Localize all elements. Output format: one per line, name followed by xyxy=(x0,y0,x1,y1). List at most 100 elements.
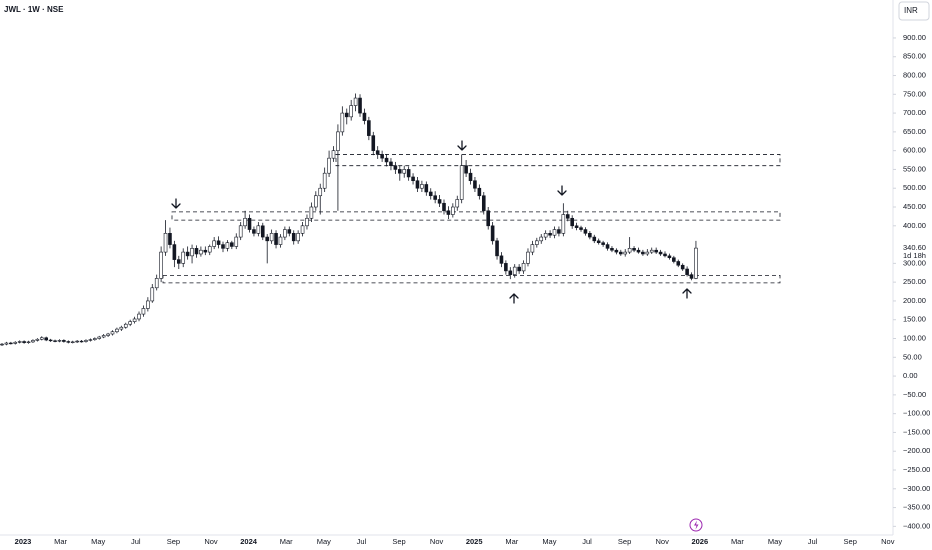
arrows xyxy=(171,140,692,304)
candle-body xyxy=(66,341,71,343)
candle-body xyxy=(596,240,601,244)
candle-body xyxy=(672,257,676,262)
candle-body xyxy=(512,266,517,275)
candle-body xyxy=(247,217,252,230)
candle-body xyxy=(31,340,35,343)
x-tick-label: May xyxy=(91,537,105,546)
candle-body xyxy=(44,337,49,341)
y-tick-label: −400.00 xyxy=(903,521,930,530)
alert-icon[interactable] xyxy=(689,518,703,532)
candle-body xyxy=(367,120,371,136)
candle-body xyxy=(93,338,97,340)
candle-body xyxy=(406,169,411,178)
candle-body xyxy=(680,264,685,270)
x-tick-label: Mar xyxy=(280,537,293,546)
x-tick-label: May xyxy=(317,537,331,546)
y-tick-label: 800.00 xyxy=(903,71,926,80)
candle-body xyxy=(39,337,44,340)
candle-body xyxy=(375,150,380,155)
candle-body xyxy=(667,255,672,259)
candle-body xyxy=(415,180,420,189)
candle-body xyxy=(504,263,508,272)
candle-body xyxy=(561,214,566,234)
x-tick-label: May xyxy=(542,537,556,546)
y-tick-label: −350.00 xyxy=(903,503,930,512)
candle-body xyxy=(48,339,53,342)
candle-body xyxy=(384,157,389,163)
x-tick-label: Sep xyxy=(844,537,857,546)
candle-body xyxy=(123,323,128,328)
candle-body xyxy=(234,236,239,247)
candle-body xyxy=(278,236,283,245)
zone xyxy=(171,211,781,221)
candle-body xyxy=(194,248,199,255)
candle-body xyxy=(579,227,583,230)
candle-body xyxy=(287,229,292,234)
currency-box[interactable] xyxy=(898,1,930,21)
candle-body xyxy=(402,169,407,174)
candle-body xyxy=(207,246,212,253)
candle-body xyxy=(389,161,393,166)
candle-body xyxy=(4,342,9,345)
y-tick-label: 750.00 xyxy=(903,89,926,98)
candle-body xyxy=(163,233,168,253)
x-tick-label: Jul xyxy=(582,537,592,546)
y-tick-label: −250.00 xyxy=(903,465,930,474)
candle-body xyxy=(88,339,93,341)
candle-body xyxy=(420,184,424,189)
chart-title: JWL · 1W · NSE xyxy=(4,5,64,14)
candle-body xyxy=(649,249,654,253)
candle-body xyxy=(539,236,544,242)
candle-body xyxy=(543,233,548,238)
candle-body xyxy=(230,242,234,247)
candle-body xyxy=(296,233,300,242)
candle-body xyxy=(424,184,429,193)
candle-body xyxy=(552,229,557,236)
candle-body xyxy=(358,97,362,114)
candle-body xyxy=(238,225,243,238)
y-tick-label: 450.00 xyxy=(903,202,926,211)
candle-body xyxy=(331,150,336,159)
candle-body xyxy=(260,225,265,238)
x-tick-label: Nov xyxy=(430,537,444,546)
candle-body xyxy=(397,169,402,174)
arrow-up xyxy=(509,293,519,304)
y-tick-label: 0.00 xyxy=(903,371,918,380)
candle-body xyxy=(535,240,539,245)
candle-body xyxy=(353,97,358,106)
candle-body xyxy=(694,247,698,279)
candle-body xyxy=(22,341,26,343)
x-tick-label: Nov xyxy=(204,537,218,546)
candle-body xyxy=(274,233,278,245)
y-tick-label: −50.00 xyxy=(903,390,926,399)
candle-body xyxy=(565,214,570,219)
x-tick-label: Mar xyxy=(731,537,744,546)
candle-body xyxy=(362,112,367,121)
candle-body xyxy=(269,233,274,242)
candle-body xyxy=(309,206,314,219)
candle-body xyxy=(473,180,477,189)
candle-body xyxy=(265,236,270,242)
candle-body xyxy=(101,335,106,338)
candle-body xyxy=(322,172,327,189)
candle-body xyxy=(627,248,632,253)
candle-body xyxy=(243,217,247,227)
candle-body xyxy=(291,233,296,242)
candle-body xyxy=(437,199,442,204)
x-tick-label: Sep xyxy=(167,537,180,546)
candle-body xyxy=(283,229,287,238)
candle-body xyxy=(172,244,177,260)
candles xyxy=(0,93,698,347)
bar-countdown: 1d 18h xyxy=(903,251,926,260)
candle-body xyxy=(141,308,146,315)
candle-body xyxy=(70,341,75,343)
x-tick-label: Sep xyxy=(392,537,405,546)
candle-body xyxy=(252,229,256,234)
candle-body xyxy=(53,340,57,342)
candle-body xyxy=(336,131,340,151)
candle-body xyxy=(221,244,225,249)
y-tick-label: 650.00 xyxy=(903,127,926,136)
candle-body xyxy=(654,249,658,253)
candle-body xyxy=(618,251,623,255)
